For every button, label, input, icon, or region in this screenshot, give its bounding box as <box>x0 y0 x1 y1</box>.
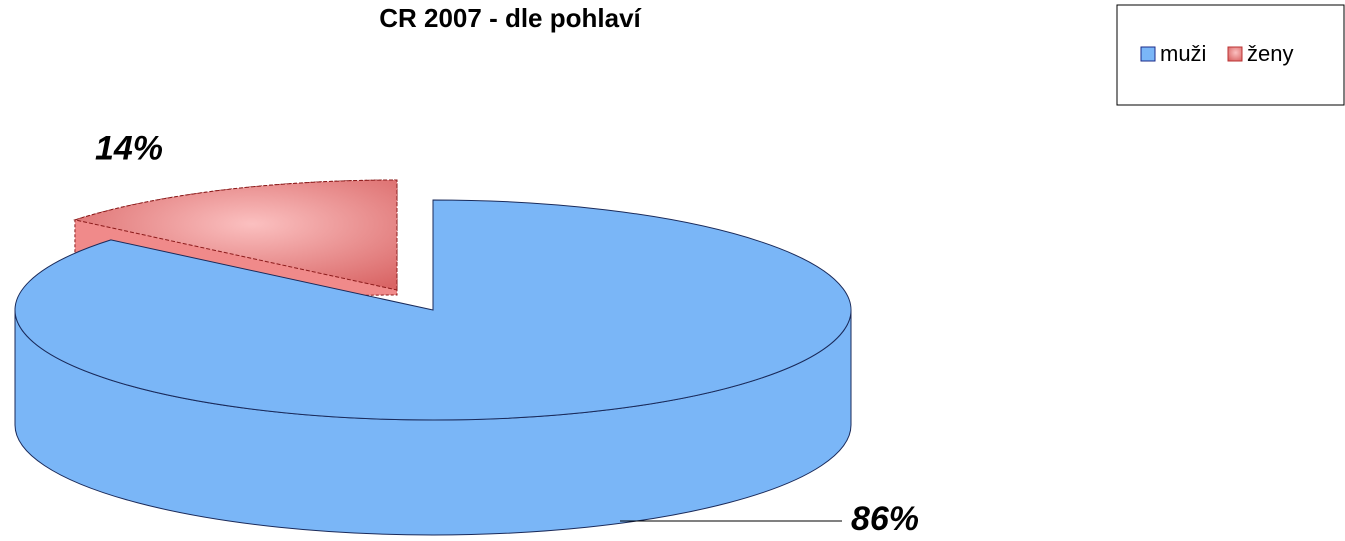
data-label: 14% <box>95 129 163 167</box>
legend-label: muži <box>1160 41 1206 66</box>
data-label: 86% <box>851 500 919 538</box>
chart-title: CR 2007 - dle pohlaví <box>379 3 641 33</box>
legend-swatch <box>1227 46 1243 62</box>
slice-top <box>72 179 398 291</box>
slice-top <box>14 199 852 421</box>
legend-swatch <box>1140 46 1156 62</box>
legend-label: ženy <box>1247 41 1293 66</box>
